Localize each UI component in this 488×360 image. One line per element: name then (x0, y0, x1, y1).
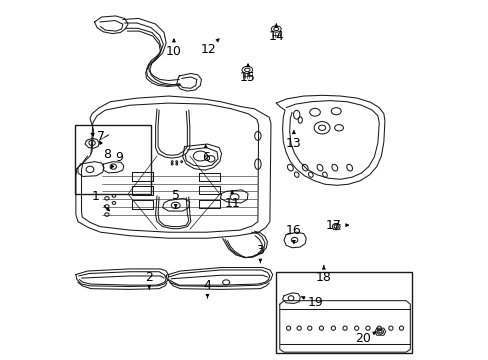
Text: 19: 19 (301, 296, 323, 309)
Text: 2: 2 (145, 270, 153, 289)
Bar (276, 273, 411, 353)
Text: 9: 9 (111, 150, 123, 168)
Text: 12: 12 (200, 39, 219, 56)
Text: 16: 16 (285, 224, 301, 243)
Text: 11: 11 (224, 191, 240, 210)
Text: 7: 7 (91, 130, 105, 143)
Text: 15: 15 (240, 64, 255, 84)
Text: 14: 14 (268, 24, 284, 43)
Text: 5: 5 (171, 189, 179, 207)
Text: 18: 18 (315, 266, 331, 284)
Text: 1: 1 (91, 190, 109, 211)
Text: 3: 3 (256, 244, 264, 263)
Text: 8: 8 (100, 141, 111, 161)
Text: 6: 6 (202, 145, 209, 164)
Text: 10: 10 (165, 39, 182, 58)
Text: 17: 17 (325, 219, 348, 231)
Text: 13: 13 (285, 131, 301, 150)
Text: 20: 20 (354, 332, 375, 345)
Bar (75, 125, 151, 194)
Text: 4: 4 (203, 279, 211, 298)
